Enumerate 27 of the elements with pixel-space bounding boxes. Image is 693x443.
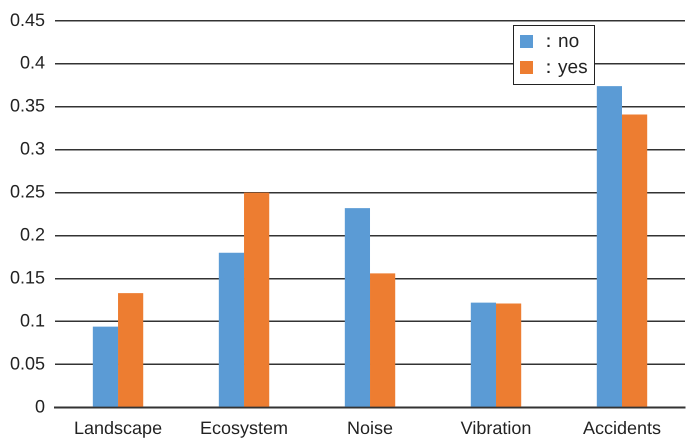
bar [370, 273, 396, 407]
x-tick-label: Ecosystem [200, 418, 288, 438]
y-tick-label: 0.05 [10, 353, 46, 374]
x-tick-label: Accidents [582, 418, 662, 438]
y-tick-label: 0.35 [10, 96, 46, 116]
legend-label: ：no [539, 30, 580, 54]
bar [218, 252, 244, 407]
bar [92, 326, 118, 407]
y-tick-label: 0.1 [20, 310, 46, 330]
y-tick-label: 0.2 [20, 224, 46, 245]
y-tick-label: 0.3 [20, 138, 46, 159]
x-tick-label: Noise [347, 418, 394, 438]
y-tick-label: 0 [35, 396, 46, 416]
y-tick-label: 0.45 [10, 10, 46, 30]
bar [496, 303, 522, 407]
legend-label: ：yes [539, 56, 588, 80]
y-tick-label: 0.4 [20, 52, 46, 73]
y-tick-label: 0.25 [10, 182, 46, 202]
bar [344, 208, 370, 407]
x-tick-label: Vibration [460, 418, 532, 438]
bar [118, 293, 144, 407]
y-tick-label: 0.15 [10, 268, 46, 288]
bar [596, 86, 622, 407]
x-tick-label: Landscape [74, 418, 162, 438]
bar [244, 192, 270, 407]
bar [470, 302, 496, 407]
bar [622, 114, 648, 407]
